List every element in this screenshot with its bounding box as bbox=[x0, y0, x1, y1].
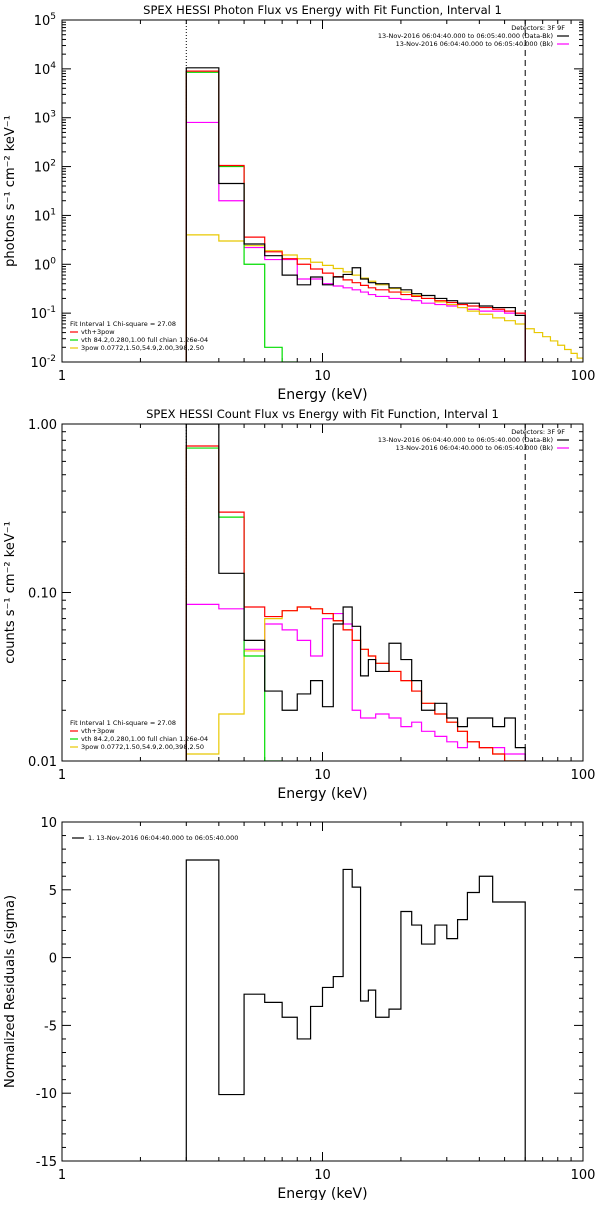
x-tick-label: 10 bbox=[314, 1168, 331, 1183]
x-tick-label: 100 bbox=[571, 1168, 596, 1183]
x-axis-label: Energy (keV) bbox=[277, 1186, 367, 1200]
x-ticks bbox=[61, 822, 572, 1161]
series-thermal bbox=[185, 71, 298, 362]
y-tick-base: 10 bbox=[30, 356, 47, 371]
y-tick-exponent: -1 bbox=[47, 305, 56, 315]
y-tick-exponent: 2 bbox=[50, 159, 56, 169]
y-tick-label: 10-2 bbox=[30, 354, 56, 371]
series-group bbox=[185, 424, 526, 761]
y-tick-label: 101 bbox=[34, 207, 56, 224]
x-axis-label: Energy (keV) bbox=[277, 387, 367, 403]
y-axis-label: Normalized Residuals (sigma) bbox=[3, 895, 18, 1088]
legend-top-left: 1. 13-Nov-2016 06:04:40.000 to 06:05:40.… bbox=[72, 834, 238, 842]
panel-3: 1 10 100 -15 -10 -5 0 5 10 Energy (keV) Normalized… bbox=[3, 816, 596, 1202]
legend-header: Detectors: 3F 9F bbox=[511, 24, 565, 32]
y-tick-label: 0 bbox=[49, 952, 57, 967]
x-axis-label: Energy (keV) bbox=[277, 786, 367, 802]
y-tick-label: 0.01 bbox=[28, 755, 57, 770]
y-tick-label: 104 bbox=[34, 61, 57, 78]
legend-header: Fit Interval 1 Chi-square = 27.08 bbox=[70, 719, 176, 727]
y-tick-base: 10 bbox=[34, 209, 51, 224]
y-tick-base: 10 bbox=[34, 112, 51, 127]
y-tick-base: 10 bbox=[34, 14, 51, 29]
y-tick-exponent: 5 bbox=[50, 12, 56, 22]
y-tick-base: 10 bbox=[34, 258, 51, 273]
x-ticks bbox=[61, 424, 572, 761]
y-tick-label: 0.10 bbox=[28, 587, 57, 602]
series-data bbox=[185, 424, 526, 761]
panel-1: SPEX HESSI Photon Flux vs Energy with Fi… bbox=[3, 3, 595, 403]
x-tick-label: 100 bbox=[571, 369, 596, 384]
y-tick-exponent: -2 bbox=[47, 354, 56, 364]
legend-header: Fit Interval 1 Chi-square = 27.08 bbox=[70, 320, 176, 328]
y-tick-label: 10-1 bbox=[30, 305, 56, 322]
series-total bbox=[185, 70, 526, 362]
series-total bbox=[185, 445, 526, 761]
y-tick-label: -5 bbox=[44, 1019, 57, 1034]
legend-entry: 1. 13-Nov-2016 06:04:40.000 to 06:05:40.… bbox=[88, 834, 238, 842]
x-tick-label: 100 bbox=[571, 768, 596, 783]
y-tick-label: 10 bbox=[40, 816, 57, 831]
y-tick-label: -10 bbox=[36, 1087, 57, 1102]
legend-entry: 13-Nov-2016 06:04:40.000 to 06:05:40.000… bbox=[396, 444, 553, 452]
y-tick-base: 10 bbox=[34, 63, 51, 78]
legend-entry: 13-Nov-2016 06:04:40.000 to 06:05:40.000… bbox=[378, 32, 553, 40]
x-tick-label: 1 bbox=[58, 369, 66, 384]
x-tick-label: 1 bbox=[58, 1168, 66, 1183]
legend-entry: 3pow 0.0772,1.50,54.9,2.00,398,2.50 bbox=[81, 344, 204, 352]
plot-frame bbox=[61, 423, 584, 762]
y-tick-base: 10 bbox=[34, 161, 51, 176]
y-tick-label: 103 bbox=[34, 110, 56, 127]
plot-frame bbox=[61, 821, 584, 1162]
y-tick-exponent: 3 bbox=[50, 110, 56, 120]
x-tick-label: 1 bbox=[58, 768, 66, 783]
series-data bbox=[185, 67, 526, 362]
y-tick-label: 1.00 bbox=[28, 418, 57, 433]
series-powerlaw bbox=[185, 606, 526, 761]
y-tick-base: 10 bbox=[30, 307, 47, 322]
panel-2: SPEX HESSI Count Flux vs Energy with Fit… bbox=[3, 407, 595, 802]
chart-title: SPEX HESSI Photon Flux vs Energy with Fi… bbox=[143, 3, 502, 17]
y-tick-label: 105 bbox=[34, 12, 56, 29]
y-ticks bbox=[62, 431, 583, 762]
legend-entry: vth+3pow bbox=[81, 727, 115, 735]
series-background bbox=[185, 121, 526, 362]
chart-title: SPEX HESSI Count Flux vs Energy with Fit… bbox=[146, 407, 499, 421]
legend-bottom-left: Fit Interval 1 Chi-square = 27.08vth+3po… bbox=[70, 719, 208, 751]
plot-frame bbox=[61, 19, 584, 363]
y-axis-label: photons s⁻¹ cm⁻² keV⁻¹ bbox=[3, 115, 18, 267]
series-group bbox=[185, 859, 526, 1161]
y-tick-exponent: 1 bbox=[50, 207, 56, 217]
legend-entry: vth+3pow bbox=[81, 328, 115, 336]
series-data bbox=[185, 859, 526, 1161]
y-tick-label: 5 bbox=[49, 884, 57, 899]
y-tick-label: 102 bbox=[34, 159, 56, 176]
y-tick-exponent: 0 bbox=[50, 256, 56, 266]
series-background bbox=[185, 603, 526, 761]
y-axis-label: counts s⁻¹ cm⁻² keV⁻¹ bbox=[3, 521, 18, 664]
y-tick-label: -15 bbox=[36, 1155, 57, 1170]
series-powerlaw bbox=[185, 234, 583, 362]
legend-bottom-left: Fit Interval 1 Chi-square = 27.08vth+3po… bbox=[70, 320, 208, 352]
legend-entry: 13-Nov-2016 06:04:40.000 to 06:05:40.000… bbox=[396, 40, 553, 48]
legend-entry: vth 84.2,0.280,1.00 full chian 1.26e-04 bbox=[81, 336, 208, 344]
y-tick-exponent: 4 bbox=[50, 61, 56, 71]
legend-entry: vth 84.2,0.280,1.00 full chian 1.26e-04 bbox=[81, 735, 208, 743]
legend-header: Detectors: 3F 9F bbox=[511, 428, 565, 436]
legend-entry: 13-Nov-2016 06:04:40.000 to 06:05:40.000… bbox=[378, 436, 553, 444]
series-group bbox=[185, 67, 583, 362]
x-tick-label: 10 bbox=[314, 768, 331, 783]
legend-entry: 3pow 0.0772,1.50,54.9,2.00,398,2.50 bbox=[81, 743, 204, 751]
x-tick-label: 10 bbox=[314, 369, 331, 384]
y-tick-label: 100 bbox=[34, 256, 57, 273]
